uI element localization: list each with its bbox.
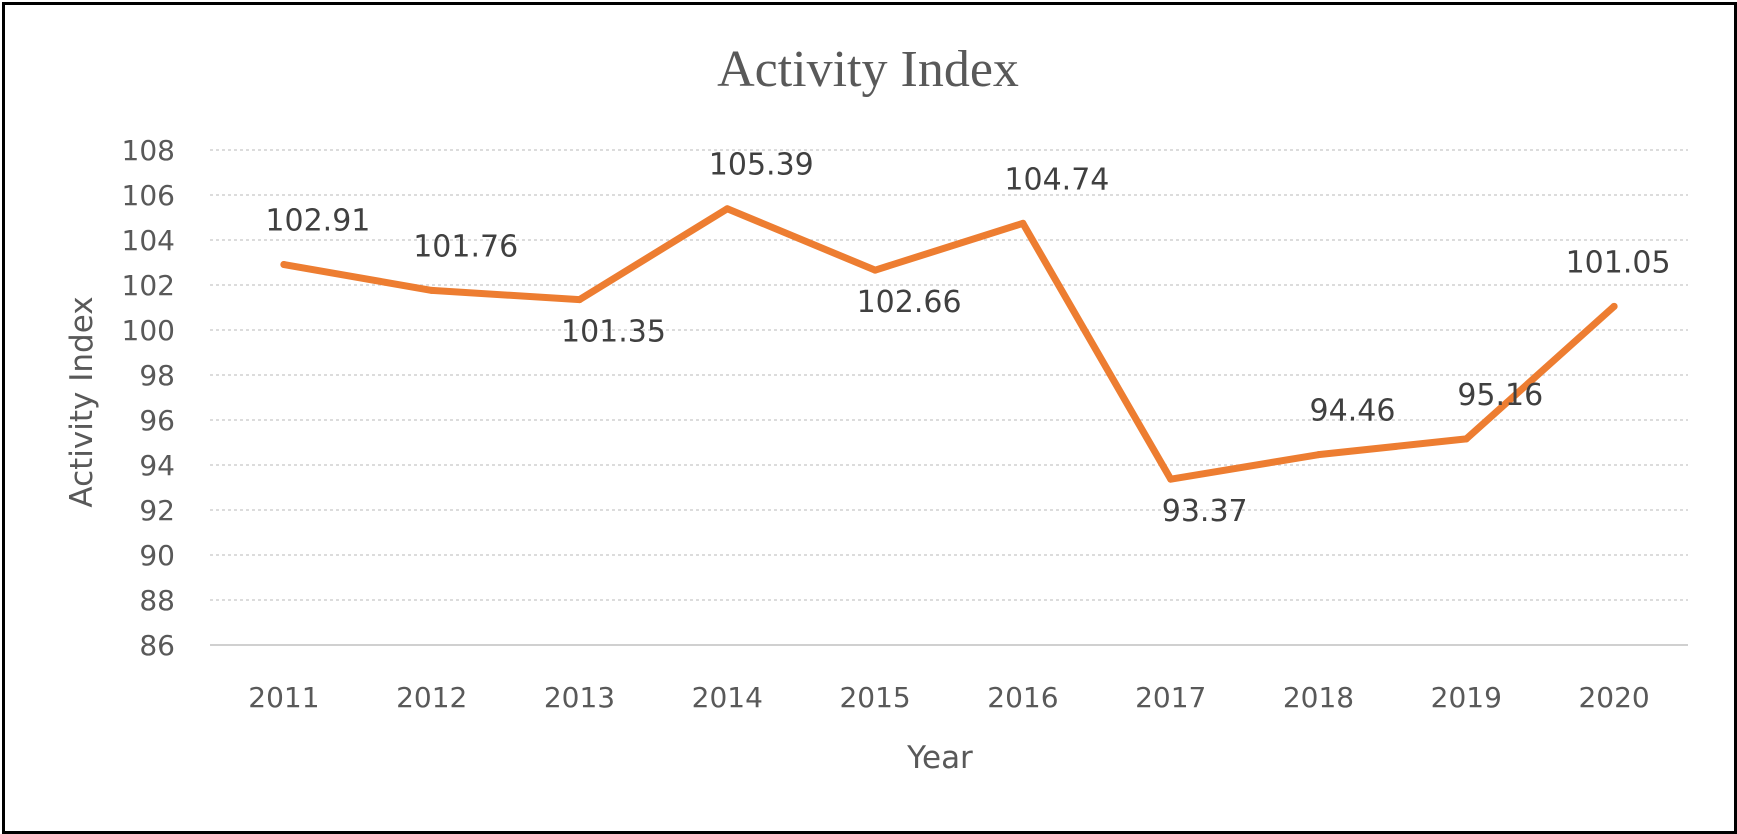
x-tick-label: 2019	[1431, 681, 1502, 714]
y-tick-label: 100	[122, 314, 175, 347]
data-label: 102.91	[265, 204, 370, 239]
x-tick-label: 2012	[396, 681, 467, 714]
y-tick-label: 104	[122, 224, 175, 257]
data-labels: 102.91 101.76 101.35 105.39 102.66 104.74 93.3…	[265, 148, 1670, 529]
x-tick-label: 2014	[692, 681, 763, 714]
x-tick-label: 2013	[544, 681, 615, 714]
data-point	[1610, 302, 1618, 310]
gridlines	[210, 149, 1688, 646]
data-label: 105.39	[709, 148, 814, 183]
y-tick-label: 96	[139, 404, 175, 437]
data-point	[723, 205, 731, 213]
data-label: 95.16	[1457, 378, 1543, 413]
data-point	[576, 296, 583, 304]
series-layer	[280, 205, 1618, 483]
y-tick-label: 86	[139, 629, 175, 662]
x-tick-label: 2018	[1283, 681, 1354, 714]
x-axis-label: Year	[906, 740, 973, 776]
x-tick-label: 2015	[839, 681, 910, 714]
data-label: 94.46	[1310, 394, 1396, 429]
chart-title: Activity Index	[717, 41, 1019, 98]
y-tick-label: 102	[122, 269, 175, 302]
y-tick-label: 94	[139, 449, 175, 482]
data-label: 93.37	[1162, 494, 1248, 529]
data-point	[1315, 451, 1322, 459]
data-label: 101.05	[1566, 245, 1671, 280]
data-label: 101.35	[561, 315, 666, 350]
y-axis-label: Activity Index	[64, 296, 100, 507]
y-tick-label: 88	[139, 584, 175, 617]
x-tick-label: 2016	[987, 681, 1058, 714]
x-tick-label: 2011	[248, 681, 319, 714]
x-tick-label: 2020	[1578, 681, 1649, 714]
data-point	[1019, 219, 1027, 227]
data-label: 104.74	[1004, 162, 1109, 197]
y-tick-label: 92	[139, 494, 175, 527]
series-line	[280, 205, 1618, 483]
data-point	[1462, 435, 1470, 443]
y-tick-label: 108	[122, 134, 175, 167]
y-tick-label: 90	[139, 539, 175, 572]
data-point	[1167, 475, 1175, 483]
data-point	[280, 261, 288, 269]
data-point	[871, 266, 879, 274]
data-label: 101.76	[413, 229, 518, 264]
y-tick-label: 106	[122, 179, 175, 212]
data-label: 102.66	[857, 285, 962, 320]
data-point	[428, 286, 436, 294]
x-tick-label: 2017	[1135, 681, 1206, 714]
y-axis-ticks: 86 88 90 92 94 96 98 100 102 104 106 108	[122, 134, 175, 662]
x-axis-ticks: 2011 2012 2013 2014 2015 2016 2017 2018 2019 2020	[248, 681, 1649, 714]
y-tick-label: 98	[139, 359, 175, 392]
